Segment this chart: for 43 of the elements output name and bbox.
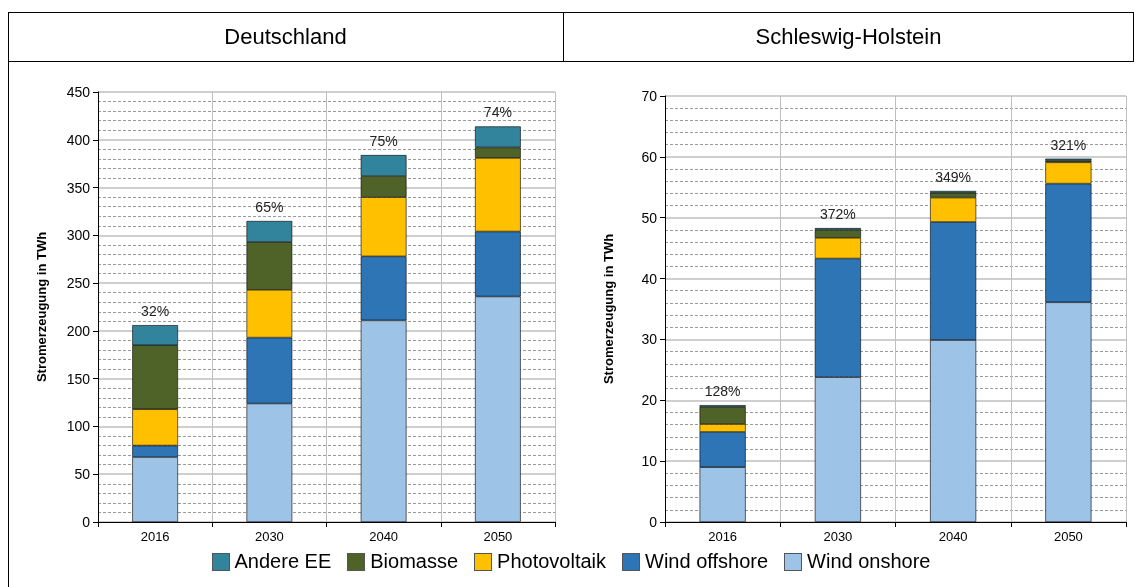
x-tick-label: 2030 [254,529,284,544]
chart-title: Deutschland [8,12,563,62]
x-tick-label: 2016 [140,529,170,544]
y-tick-label: 350 [66,179,91,196]
legend-label: Biomasse [370,550,459,573]
y-tick-label: 100 [66,418,91,435]
annotation: 349% [935,168,972,185]
y-tick-label: 40 [641,270,658,287]
y-axis-title: Stromerzeugung in TWh [34,231,49,383]
legend-label: Wind offshore [645,550,769,573]
chart-title: Schleswig-Holstein [563,12,1134,62]
x-tick-label: 2050 [1053,529,1083,544]
legend-label: Photovoltaik [497,550,607,573]
x-tick-label: 2040 [938,529,968,544]
annotation: 65% [255,199,284,215]
legend-label: Wind onshore [807,550,931,573]
y-tick-label: 0 [649,514,658,530]
y-tick-label: 10 [641,453,658,470]
y-tick-label: 70 [641,88,658,104]
x-tick-label: 2050 [483,529,513,544]
x-tick-label: 2040 [369,529,399,544]
y-tick-label: 250 [66,275,91,292]
y-axis-title: Stromerzeugung in TWh [601,233,616,385]
y-tick-label: 450 [66,84,91,100]
annotation: 128% [704,383,741,400]
annotation: 75% [369,133,398,150]
annotation: 74% [483,104,512,121]
y-tick-label: 0 [82,514,91,530]
y-tick-label: 50 [641,209,658,226]
x-tick-label: 2030 [823,529,853,544]
annotation: 372% [819,206,856,223]
y-tick-label: 30 [641,331,658,348]
x-tick-label: 2016 [708,529,738,544]
annotation: 321% [1050,136,1087,153]
y-tick-label: 300 [66,227,91,244]
y-tick-label: 50 [74,466,91,483]
y-tick-label: 150 [66,370,91,387]
y-tick-label: 20 [641,392,658,409]
annotation: 32% [141,303,170,320]
y-tick-label: 400 [66,131,91,148]
legend-label: Andere EE [234,550,332,573]
y-tick-label: 60 [641,148,658,165]
y-tick-label: 200 [66,322,91,339]
